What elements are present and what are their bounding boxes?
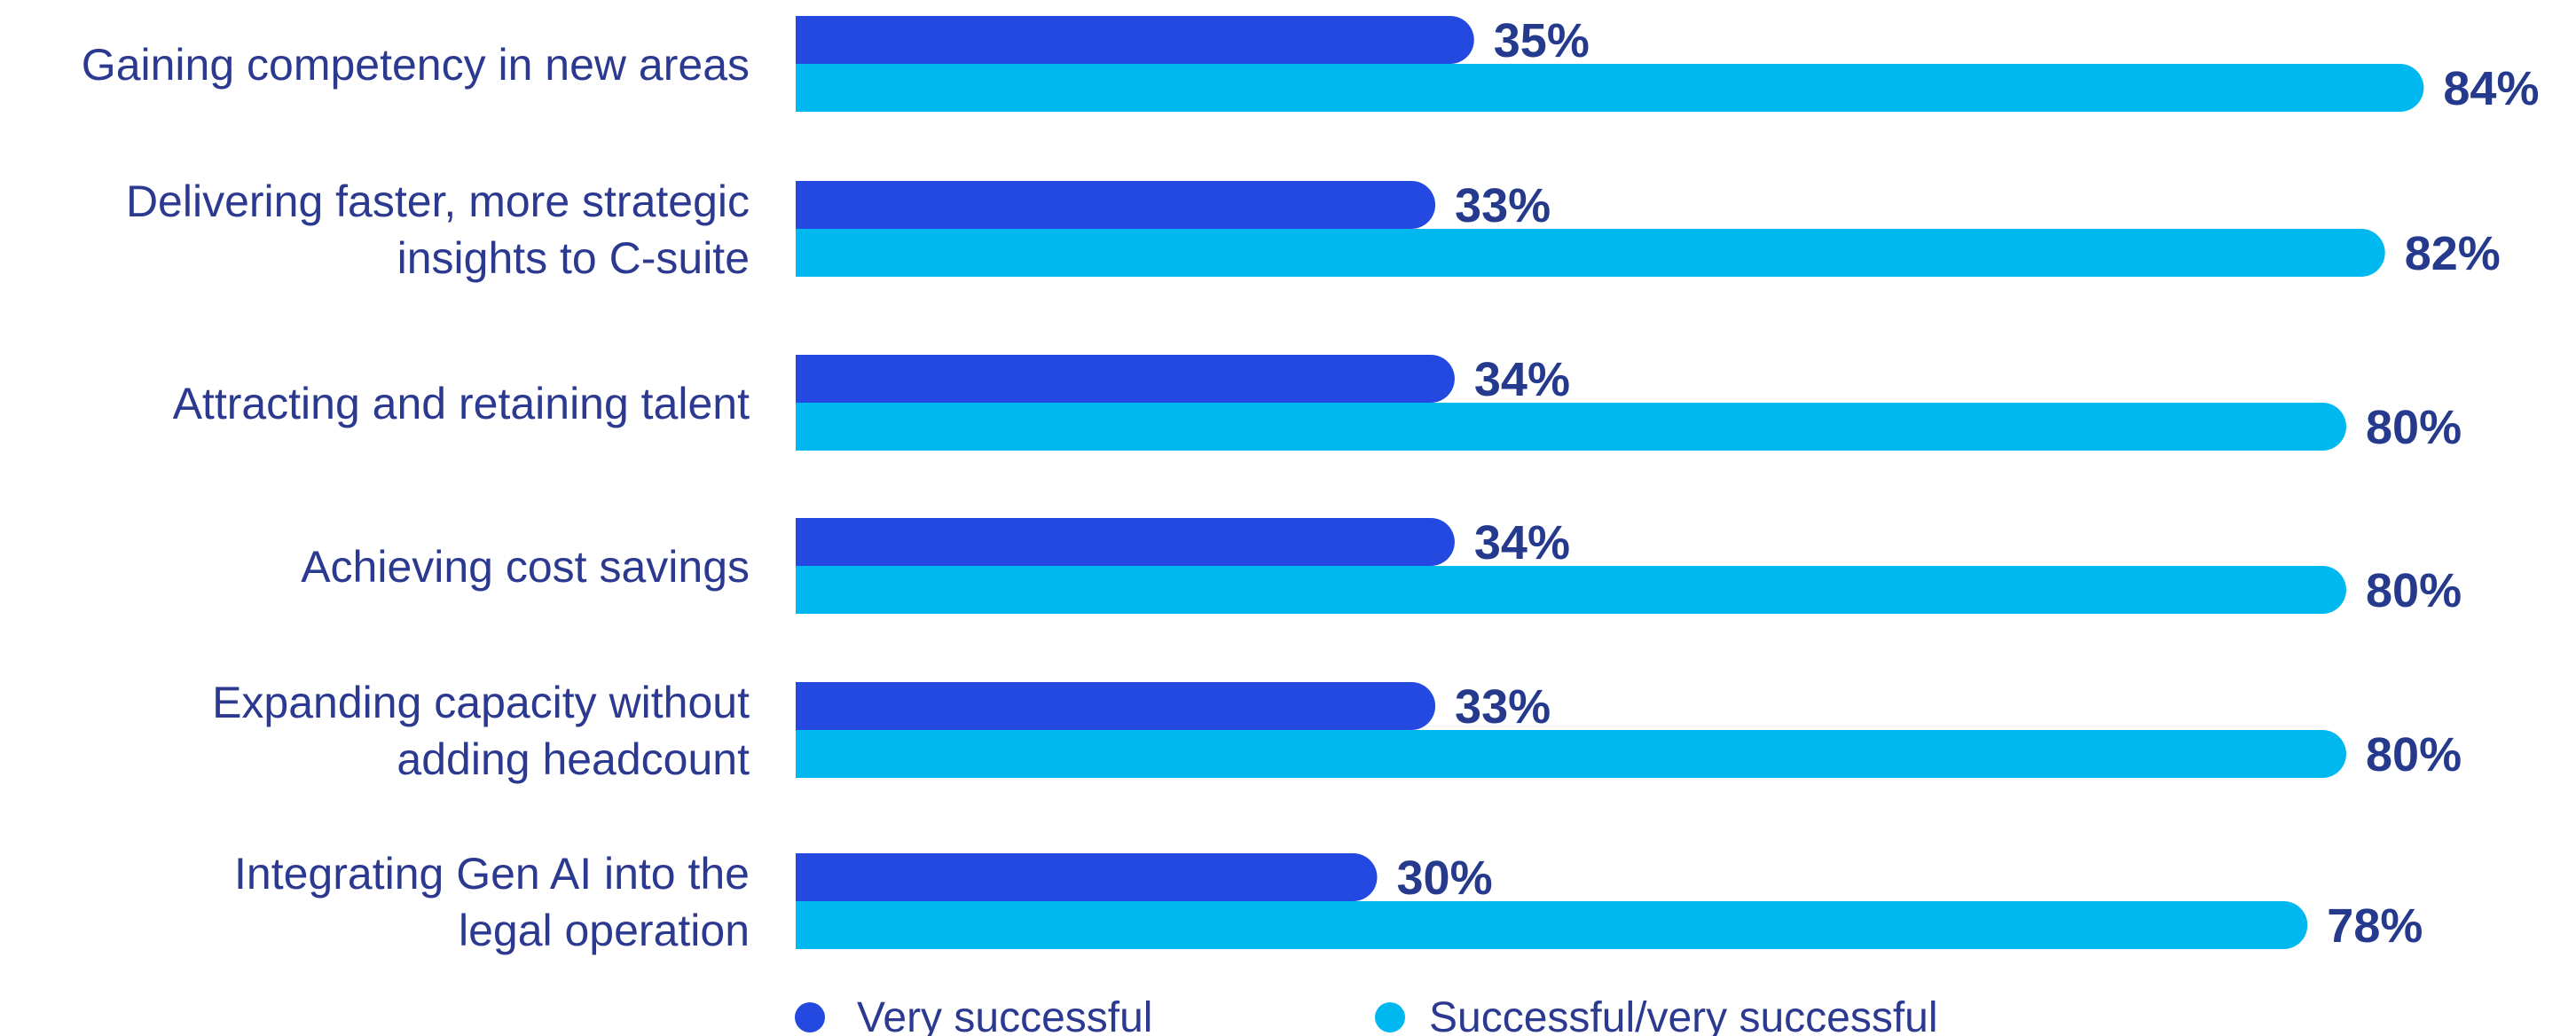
value-label-very-successful: 34% <box>1474 353 1570 406</box>
category-label-line: Attracting and retaining talent <box>173 379 750 428</box>
value-label-very-successful: 30% <box>1397 852 1493 905</box>
value-label-successful: 78% <box>2327 899 2423 953</box>
bar-very-successful <box>796 355 1455 403</box>
value-label-successful: 80% <box>2366 401 2462 454</box>
category-label: Gaining competency in new areas <box>82 40 750 90</box>
category-label-line: insights to C-suite <box>397 233 750 283</box>
category-label: Expanding capacity without adding headcou… <box>212 678 750 784</box>
legend-label: Successful/very successful <box>1429 994 1938 1036</box>
bar-very-successful <box>796 181 1436 229</box>
value-label-successful: 84% <box>2443 62 2539 115</box>
category-label: Delivering faster, more strategic insight… <box>126 177 750 283</box>
category-label-line: Delivering faster, more strategic <box>126 177 750 226</box>
value-label-very-successful: 34% <box>1474 516 1570 569</box>
bar-successful <box>796 901 2308 949</box>
category-label-line: legal operation <box>459 906 750 955</box>
category-label-line: Achieving cost savings <box>301 542 750 592</box>
category-label: Achieving cost savings <box>301 542 750 592</box>
bar-successful <box>796 64 2424 112</box>
legend-label: Very successful <box>857 994 1152 1036</box>
category-label: Integrating Gen AI into the legal operati… <box>234 849 750 955</box>
legend-marker <box>1375 1002 1405 1032</box>
value-label-very-successful: 33% <box>1455 680 1551 734</box>
value-label-successful: 82% <box>2405 227 2501 280</box>
value-label-successful: 80% <box>2366 728 2462 781</box>
bar-successful <box>796 566 2346 614</box>
bar-successful <box>796 229 2385 277</box>
value-label-successful: 80% <box>2366 564 2462 617</box>
bar-very-successful <box>796 682 1436 730</box>
bar-very-successful <box>796 518 1455 566</box>
bar-very-successful <box>796 16 1474 64</box>
legend-marker <box>795 1002 825 1032</box>
category-label-line: Expanding capacity without <box>212 678 750 727</box>
category-label-line: Integrating Gen AI into the <box>234 849 750 899</box>
value-label-very-successful: 35% <box>1494 14 1590 67</box>
bar-successful <box>796 403 2346 451</box>
value-label-very-successful: 33% <box>1455 179 1551 232</box>
category-label: Attracting and retaining talent <box>173 379 750 428</box>
bar-successful <box>796 730 2346 778</box>
category-label-line: Gaining competency in new areas <box>82 40 750 90</box>
bar-very-successful <box>796 853 1378 901</box>
category-label-line: adding headcount <box>397 734 750 784</box>
